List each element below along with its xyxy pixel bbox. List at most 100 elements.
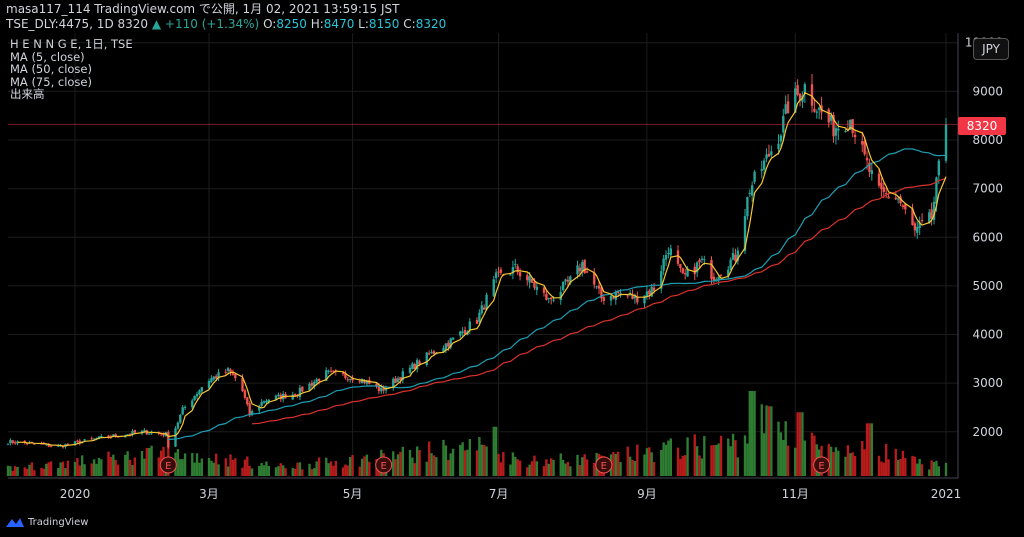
candle-body xyxy=(631,295,634,299)
candle-body xyxy=(904,203,907,210)
candle-body xyxy=(494,272,498,278)
volume-bar xyxy=(896,460,900,476)
volume-bar xyxy=(341,467,345,476)
volume-bar xyxy=(217,464,220,476)
volume-bar xyxy=(492,426,495,476)
earnings-marker-1[interactable] xyxy=(375,456,393,474)
candle-body xyxy=(308,383,311,391)
candle-body xyxy=(815,111,818,113)
candle-body xyxy=(210,378,213,383)
candlesticks xyxy=(6,74,948,449)
candle-body xyxy=(147,433,151,435)
candle-body xyxy=(346,379,349,381)
candle-body xyxy=(90,438,93,440)
volume-bar xyxy=(729,446,732,476)
candle-body xyxy=(528,276,531,283)
volume-bar xyxy=(652,462,656,476)
candle-body xyxy=(114,434,117,437)
candle-body xyxy=(932,201,936,220)
candle-body xyxy=(581,262,584,272)
tradingview-logo[interactable]: TradingView xyxy=(5,516,88,528)
candle-body xyxy=(703,259,706,261)
volume-bar xyxy=(485,446,488,476)
volume-bar xyxy=(97,457,101,476)
candle-body xyxy=(396,378,400,383)
volume-bar xyxy=(147,447,151,476)
volume-bar xyxy=(358,466,361,476)
volume-bar xyxy=(427,441,431,476)
candle-body xyxy=(392,378,395,388)
axes xyxy=(8,33,959,479)
volume-bar xyxy=(11,470,14,476)
candle-body xyxy=(930,209,933,219)
currency-button[interactable]: JPY xyxy=(973,38,1009,60)
volume-bar xyxy=(784,421,787,476)
volume-bar xyxy=(779,432,783,476)
earnings-marker-0[interactable] xyxy=(159,456,177,474)
candle-body xyxy=(518,272,522,277)
candle-body xyxy=(485,294,488,310)
candle-body xyxy=(669,248,673,256)
candle-body xyxy=(344,373,347,378)
legend-title: H E N N G E, 1日, TSE xyxy=(10,37,133,51)
candle-body xyxy=(576,265,579,275)
candle-body xyxy=(530,278,534,283)
volume-bar xyxy=(442,439,445,476)
candle-body xyxy=(844,131,847,133)
candle-body xyxy=(133,430,137,433)
candle-body xyxy=(380,387,383,392)
candle-body xyxy=(770,151,773,156)
volume-bar xyxy=(40,467,43,476)
candle-body xyxy=(310,382,314,386)
volume-bar xyxy=(430,453,433,476)
volume-bar xyxy=(861,440,864,476)
volume-bar xyxy=(937,466,941,476)
volume-bar xyxy=(669,438,673,476)
volume-bar xyxy=(547,463,550,476)
volume-bar xyxy=(667,440,670,476)
volume-bar xyxy=(614,453,617,476)
legend-ma50[interactable]: MA (50, close) xyxy=(10,62,92,76)
candle-body xyxy=(430,351,433,354)
volume-bar xyxy=(865,423,869,476)
volume-bar xyxy=(782,439,785,476)
volume-bar xyxy=(715,444,718,476)
y-tick-2000: 2000 xyxy=(972,425,1003,439)
volume-bar xyxy=(16,466,19,476)
volume-bar xyxy=(112,454,115,476)
candle-body xyxy=(463,329,467,335)
candle-body xyxy=(497,271,500,273)
volume-bar xyxy=(502,452,505,476)
tradingview-icon xyxy=(6,518,24,527)
candle-body xyxy=(612,297,615,299)
high-value: 8470 xyxy=(323,17,355,31)
volume-bar xyxy=(463,450,467,476)
volume-bar xyxy=(444,445,448,476)
candle-body xyxy=(358,381,361,383)
legend-ma75[interactable]: MA (75, close) xyxy=(10,74,92,89)
candle-body xyxy=(293,394,297,396)
volume-bar xyxy=(248,465,251,476)
candle-body xyxy=(76,440,79,442)
volume-bar xyxy=(126,451,129,476)
earnings-marker-2[interactable] xyxy=(595,456,613,474)
volume-bar xyxy=(693,434,696,476)
volume-bar xyxy=(853,455,857,476)
volume-bar xyxy=(466,449,469,476)
candle-body xyxy=(667,252,670,254)
volume-bar xyxy=(916,463,919,476)
candle-body xyxy=(552,299,555,301)
legend-ma5[interactable]: MA (5, close) xyxy=(10,49,85,64)
candle-body xyxy=(363,379,366,383)
volume-bar xyxy=(511,452,515,476)
legend-volume[interactable]: 出来高 xyxy=(10,87,45,101)
volume-bar xyxy=(73,461,77,476)
candle-body xyxy=(686,268,689,277)
volume-bar xyxy=(695,446,699,476)
candle-body xyxy=(229,369,232,373)
volume-bar xyxy=(837,450,840,476)
candle-body xyxy=(863,141,866,155)
earnings-marker-3[interactable] xyxy=(813,456,831,474)
candle-body xyxy=(377,386,381,391)
